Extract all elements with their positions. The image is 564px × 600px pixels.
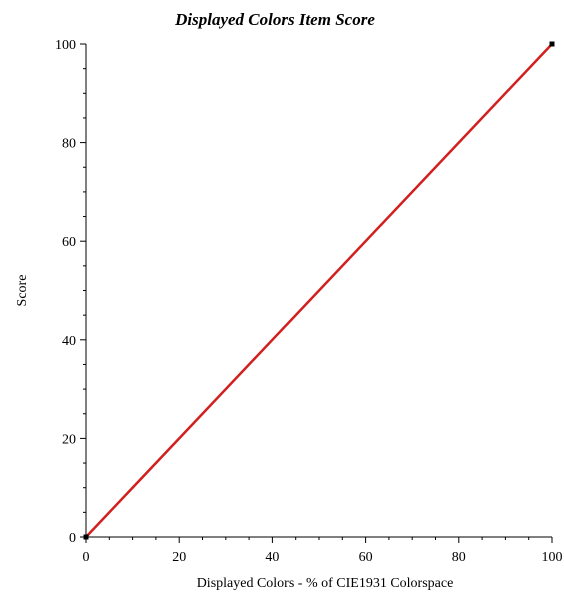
endpoint-marker <box>549 41 555 47</box>
x-tick-label: 80 <box>452 550 466 565</box>
x-tick-label: 40 <box>265 550 279 565</box>
tick-labels: 0 20 40 60 80 100 0 20 40 60 80 100 <box>55 38 563 565</box>
endpoint-marker <box>83 534 89 540</box>
x-tick-label: 0 <box>83 550 90 565</box>
y-axis-title: Score <box>15 275 30 307</box>
y-tick-label: 40 <box>62 334 76 349</box>
series-line <box>84 42 554 539</box>
y-tick-label: 20 <box>62 432 76 447</box>
series-lines <box>84 42 554 539</box>
y-tick-label: 0 <box>69 531 76 546</box>
chart-title: Displayed Colors Item Score <box>174 10 375 29</box>
y-tick-label: 60 <box>62 235 76 250</box>
tick-marks <box>80 43 553 543</box>
x-tick-label: 20 <box>172 550 186 565</box>
y-tick-label: 100 <box>55 38 76 53</box>
endpoint-markers <box>83 41 555 540</box>
x-tick-label: 60 <box>359 550 373 565</box>
x-tick-label: 100 <box>542 550 563 565</box>
y-tick-label: 80 <box>62 137 76 152</box>
x-axis-title: Displayed Colors - % of CIE1931 Colorspa… <box>197 576 454 591</box>
